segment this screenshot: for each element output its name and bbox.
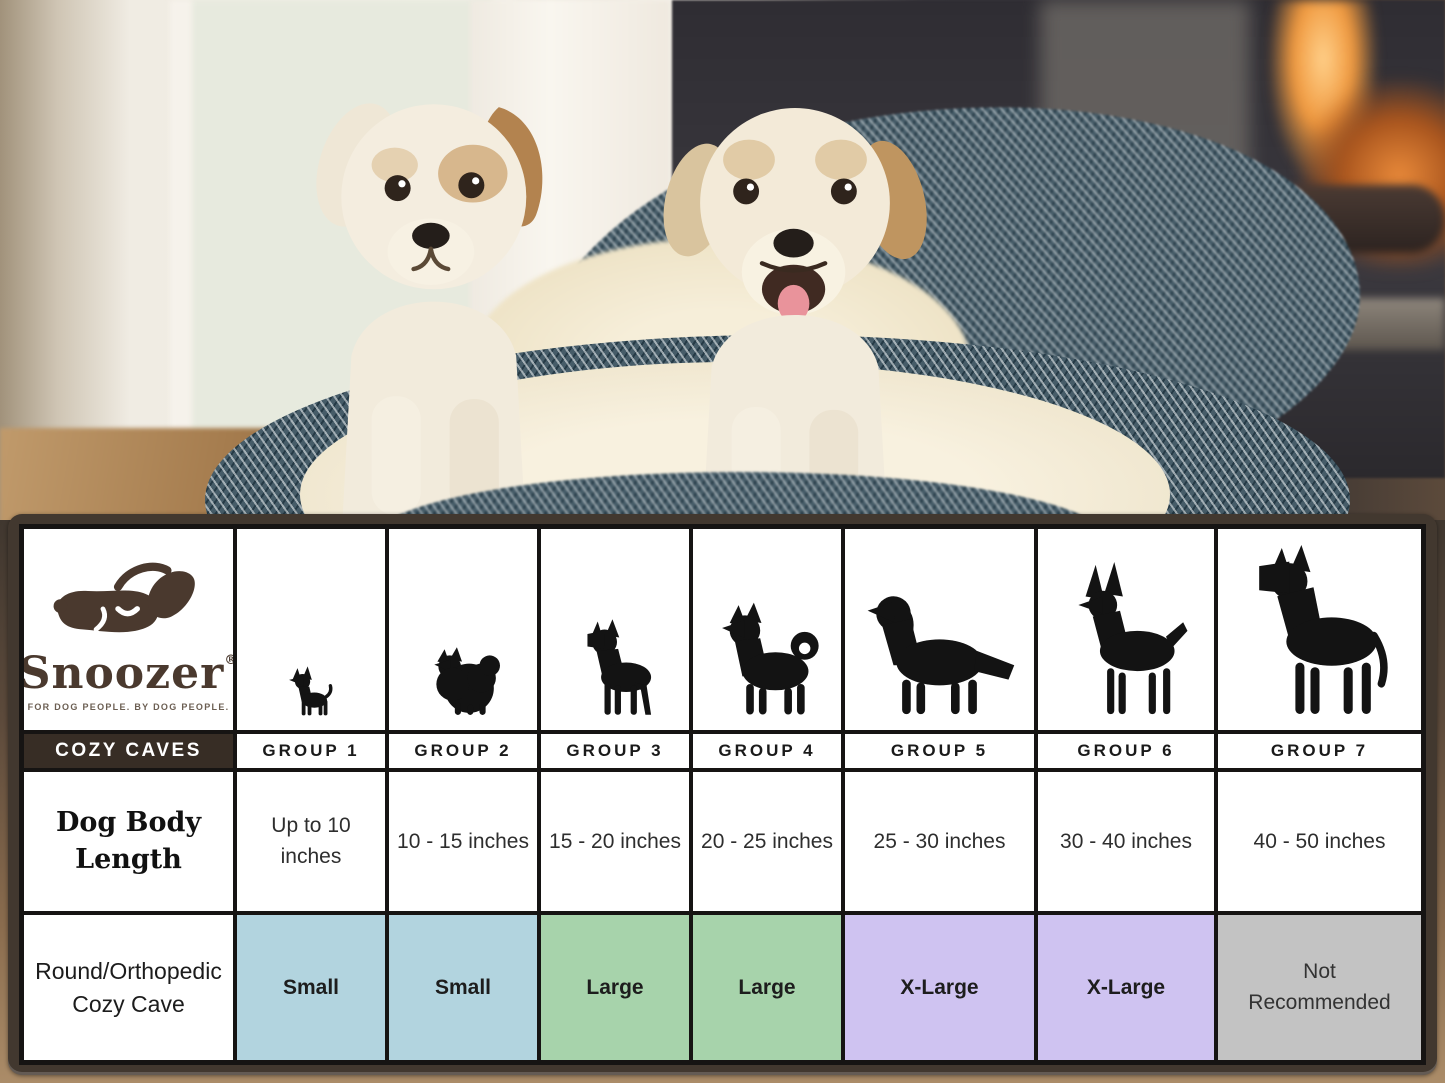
breed-cell-group-7 xyxy=(1216,527,1423,732)
body-length-group-1: Up to 10 inches xyxy=(235,770,387,913)
dog-silhouette-doberman-icon xyxy=(1078,562,1188,715)
cozy-cave-size-group-1: Small xyxy=(235,913,387,1062)
group-1-header: GROUP 1 xyxy=(235,732,387,770)
breed-cell-group-2 xyxy=(387,527,539,732)
breed-cell-group-6 xyxy=(1036,527,1216,732)
dog-silhouette-great-dane-icon xyxy=(1259,545,1388,714)
cozy-cave-row-label: Round/Orthopedic Cozy Cave xyxy=(22,913,235,1062)
registered-mark: ® xyxy=(224,653,233,668)
body-length-group-2: 10 - 15 inches xyxy=(387,770,539,913)
body-length-group-6: 30 - 40 inches xyxy=(1036,770,1216,913)
size-chart-frame: Snoozer® FOR DOG PEOPLE. BY DOG PEOPLE. xyxy=(8,514,1437,1075)
snoozer-dog-logo-icon xyxy=(53,562,195,632)
group-2-header: GROUP 2 xyxy=(387,732,539,770)
breed-cell-group-4 xyxy=(691,527,843,732)
dog-silhouette-pomeranian-icon xyxy=(434,647,500,715)
group-3-header: GROUP 3 xyxy=(539,732,691,770)
body-length-group-7: 40 - 50 inches xyxy=(1216,770,1423,913)
dog-silhouette-golden-retriever-icon xyxy=(867,596,1015,715)
dog-photo-left xyxy=(316,103,543,515)
breed-cell-group-5 xyxy=(843,527,1036,732)
size-chart-table: Snoozer® FOR DOG PEOPLE. BY DOG PEOPLE. xyxy=(19,524,1426,1065)
body-length-group-4: 20 - 25 inches xyxy=(691,770,843,913)
cozy-cave-size-group-2: Small xyxy=(387,913,539,1062)
brand-tagline: FOR DOG PEOPLE. BY DOG PEOPLE. xyxy=(27,701,230,712)
dog-silhouette-akita-icon xyxy=(722,602,820,715)
product-line-header: COZY CAVES xyxy=(22,732,235,770)
dog-silhouette-chihuahua-icon xyxy=(289,666,333,716)
group-4-header: GROUP 4 xyxy=(691,732,843,770)
dog-silhouette-boston-terrier-icon xyxy=(587,619,652,715)
cozy-cave-size-group-4: Large xyxy=(691,913,843,1062)
group-6-header: GROUP 6 xyxy=(1036,732,1216,770)
cozy-cave-size-group-7: Not Recommended xyxy=(1216,913,1423,1062)
breed-cell-group-3 xyxy=(539,527,691,732)
cozy-cave-size-group-5: X-Large xyxy=(843,913,1036,1062)
body-length-group-3: 15 - 20 inches xyxy=(539,770,691,913)
product-line-label: COZY CAVES xyxy=(55,740,202,761)
dog-photo-right xyxy=(663,108,927,522)
cozy-cave-size-group-3: Large xyxy=(539,913,691,1062)
body-length-group-5: 25 - 30 inches xyxy=(843,770,1036,913)
breed-cell-group-1 xyxy=(235,527,387,732)
group-7-header: GROUP 7 xyxy=(1216,732,1423,770)
brand-wordmark: Snoozer® xyxy=(24,651,233,696)
group-5-header: GROUP 5 xyxy=(843,732,1036,770)
cozy-cave-size-group-6: X-Large xyxy=(1036,913,1216,1062)
body-length-row-label: Dog Body Length xyxy=(22,770,235,913)
brand-logo-cell: Snoozer® FOR DOG PEOPLE. BY DOG PEOPLE. xyxy=(22,527,235,732)
